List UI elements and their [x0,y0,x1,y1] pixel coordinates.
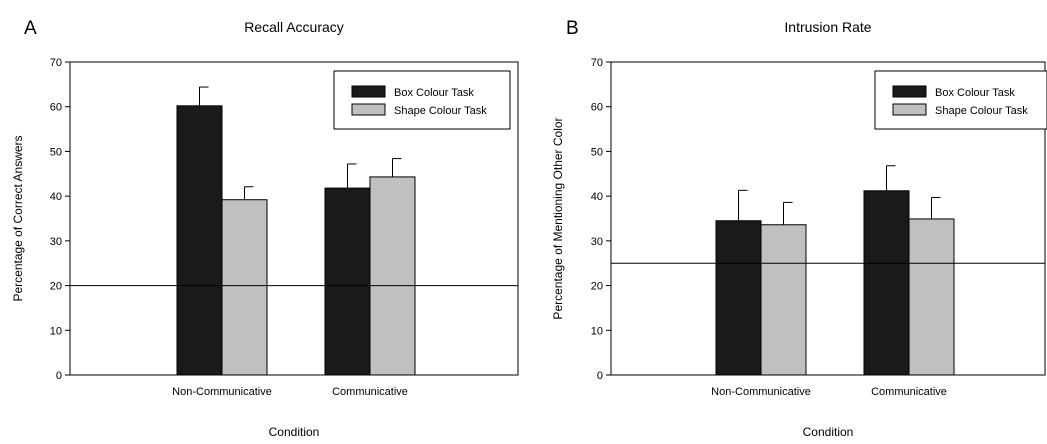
x-category-label: Non-Communicative [172,386,272,398]
y-tick-label: 70 [591,57,603,69]
bar [176,105,223,376]
legend-swatch [892,103,927,116]
y-tick-label: 70 [50,57,62,69]
legend-label: Shape Colour Task [394,105,487,117]
bar [715,220,762,376]
legend-swatch [892,85,927,98]
chart-title: Intrusion Rate [784,19,871,35]
panel-letter: B [566,18,579,39]
bar [908,218,955,376]
legend-label: Shape Colour Task [935,105,1028,117]
y-tick-label: 10 [50,325,62,337]
y-tick-label: 0 [597,370,603,382]
chart-panel-a: A Recall Accuracy 0 10 20 30 40 50 60 70 Non-Commu… [11,18,519,439]
legend: Box Colour Task Shape Colour Task [333,70,511,130]
y-axis-label: Percentage of Mentioning Other Color [551,117,565,319]
y-tick-label: 20 [50,281,62,293]
y-tick-label: 30 [50,236,62,248]
y-tick-label: 60 [591,102,603,114]
y-tick-label: 60 [50,102,62,114]
y-tick-label: 10 [591,325,603,337]
x-category-label: Communicative [871,386,947,398]
y-tick-label: 20 [591,281,603,293]
plot-area [610,61,1046,376]
chart-title: Recall Accuracy [244,19,344,35]
bar [324,187,371,376]
legend-swatch [351,85,386,98]
legend: Box Colour Task Shape Colour Task [874,70,1047,130]
y-axis-label: Percentage of Correct Answers [11,135,25,301]
bar [760,224,807,376]
legend-box [874,70,1047,130]
legend-box [333,70,511,130]
x-axis-label: Condition [269,425,320,439]
y-tick-label: 40 [591,191,603,203]
legend-label: Box Colour Task [394,87,474,99]
bar [863,190,910,376]
x-category-label: Non-Communicative [711,386,811,398]
panel-letter: A [24,18,37,39]
y-tick-label: 0 [56,370,62,382]
legend-label: Box Colour Task [935,87,1015,99]
plot-area [69,61,519,376]
bar [221,199,268,376]
y-tick-label: 40 [50,191,62,203]
y-tick-label: 50 [591,146,603,158]
legend-swatch [351,103,386,116]
bar [369,176,416,376]
chart-panel-b: B Intrusion Rate 0 10 20 30 40 50 60 70 Non-Commun… [551,18,1047,439]
x-category-label: Communicative [332,386,408,398]
x-axis-label: Condition [803,425,854,439]
y-tick-label: 50 [50,146,62,158]
y-tick-label: 30 [591,236,603,248]
